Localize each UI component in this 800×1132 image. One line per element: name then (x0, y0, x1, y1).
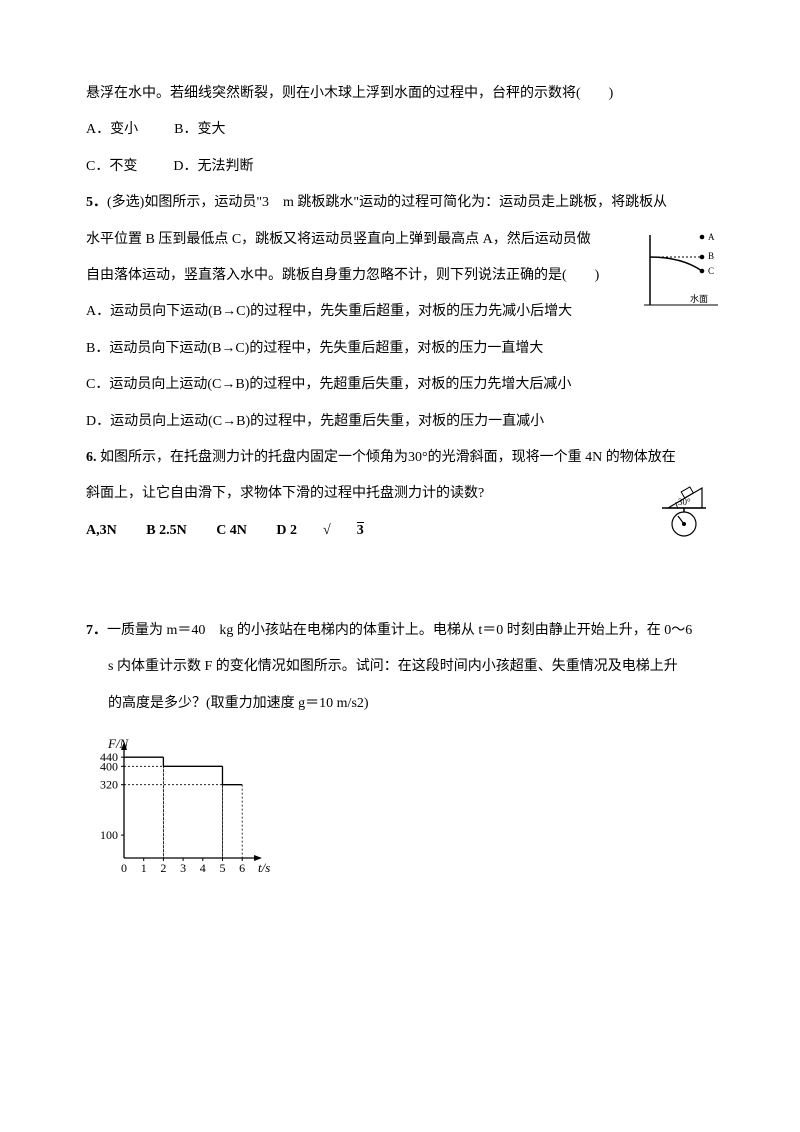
q4-opt-b: B．变大 (174, 112, 225, 148)
q4-opt-c: C．不变 (86, 149, 137, 185)
q5-opt-a: A．运动员向下运动(B→C)的过程中，先失重后超重，对板的压力先减小后增大 (86, 294, 730, 330)
q5-opt-b: B．运动员向下运动(B→C)的过程中，先失重后超重，对板的压力一直增大 (86, 331, 730, 367)
q6-line1: 6. 如图所示，在托盘测力计的托盘内固定一个倾角为30°的光滑斜面，现将一个重 … (86, 440, 730, 476)
q6-angle-label: 30° (678, 497, 691, 507)
xtick-label: 6 (239, 861, 245, 875)
y-axis-label: F/N (107, 738, 130, 751)
q5-opt-c: C．运动员向上运动(C→B)的过程中，先超重后失重，对板的压力先增大后减小 (86, 367, 730, 403)
xtick-label: 2 (160, 861, 166, 875)
q6-opt-b: B 2.5N (146, 523, 186, 538)
q5-figure: 水面 A B C (640, 227, 720, 307)
q7-line1: 7．一质量为 m＝40 kg 的小孩站在电梯内的体重计上。电梯从 t＝0 时刻由… (86, 613, 730, 649)
q5-water-label: 水面 (690, 293, 708, 304)
q5-label-c: C (708, 266, 714, 276)
q6-options: A,3N B 2.5N C 4N D 2√3 (86, 513, 730, 549)
q7-stem1: 一质量为 m＝40 kg 的小孩站在电梯内的体重计上。电梯从 t＝0 时刻由静止… (107, 623, 692, 638)
q6-block: 6. 如图所示，在托盘测力计的托盘内固定一个倾角为30°的光滑斜面，现将一个重 … (86, 440, 730, 549)
q4-tail-line: 悬浮在水中。若细线突然断裂，则在小木球上浮到水面的过程中，台秤的示数将( ) (86, 76, 730, 112)
xtick-label: 0 (121, 861, 127, 875)
q6-stem1: 如图所示，在托盘测力计的托盘内固定一个倾角为30°的光滑斜面，现将一个重 4N … (97, 450, 676, 465)
q5-line2: 水平位置 B 压到最低点 C，跳板又将运动员竖直向上弹到最高点 A，然后运动员做 (86, 222, 730, 258)
q7-number: 7． (86, 623, 107, 638)
xtick-label: 4 (200, 861, 206, 875)
q5-block: 5．(多选)如图所示，运动员"3 m 跳板跳水"运动的过程可简化为：运动员走上跳… (86, 185, 730, 440)
q7-line3: 的高度是多少？(取重力加速度 g＝10 m/s2) (86, 686, 730, 722)
spacer (86, 549, 730, 593)
q7-chart: 1003204004400123456F/Nt/s (86, 738, 272, 880)
spacer (86, 593, 730, 613)
q6-number: 6. (86, 450, 97, 465)
q5-label-a: A (708, 232, 715, 242)
xtick-label: 5 (219, 861, 225, 875)
q5-number: 5． (86, 195, 107, 210)
q5-line1: 5．(多选)如图所示，运动员"3 m 跳板跳水"运动的过程可简化为：运动员走上跳… (86, 185, 730, 221)
q5-multi: (多选) (107, 195, 144, 210)
ytick-label: 100 (100, 828, 118, 842)
xtick-label: 1 (141, 861, 147, 875)
q5-opt-d: D．运动员向上运动(C→B)的过程中，先超重后失重，对板的压力一直减小 (86, 404, 730, 440)
q6-opt-c: C 4N (216, 523, 247, 538)
q5-line3: 自由落体运动，竖直落入水中。跳板自身重力忽略不计，则下列说法正确的是( ) (86, 258, 730, 294)
x-axis-label: t/s (258, 860, 270, 875)
q4-opt-a: A．变小 (86, 112, 138, 148)
q6-line2: 斜面上，让它自由滑下，求物体下滑的过程中托盘测力计的读数? (86, 476, 730, 512)
q5-label-b: B (708, 251, 714, 261)
q4-options-row2: C．不变 D．无法判断 (86, 149, 730, 185)
q6-figure: 30° (648, 470, 720, 542)
q5-stem1: 如图所示，运动员"3 m 跳板跳水"运动的过程可简化为：运动员走上跳板，将跳板从 (144, 195, 667, 210)
ytick-label: 440 (100, 750, 118, 764)
q7-line2: s 内体重计示数 F 的变化情况如图所示。试问：在这段时间内小孩超重、失重情况及… (86, 649, 730, 685)
q4-options-row1: A．变小 B．变大 (86, 112, 730, 148)
q6-opt-a: A,3N (86, 523, 117, 538)
ytick-label: 320 (100, 778, 118, 792)
q6-opt-d: D 2√3 (276, 523, 389, 538)
xtick-label: 3 (180, 861, 186, 875)
q4-opt-d: D．无法判断 (173, 149, 253, 185)
